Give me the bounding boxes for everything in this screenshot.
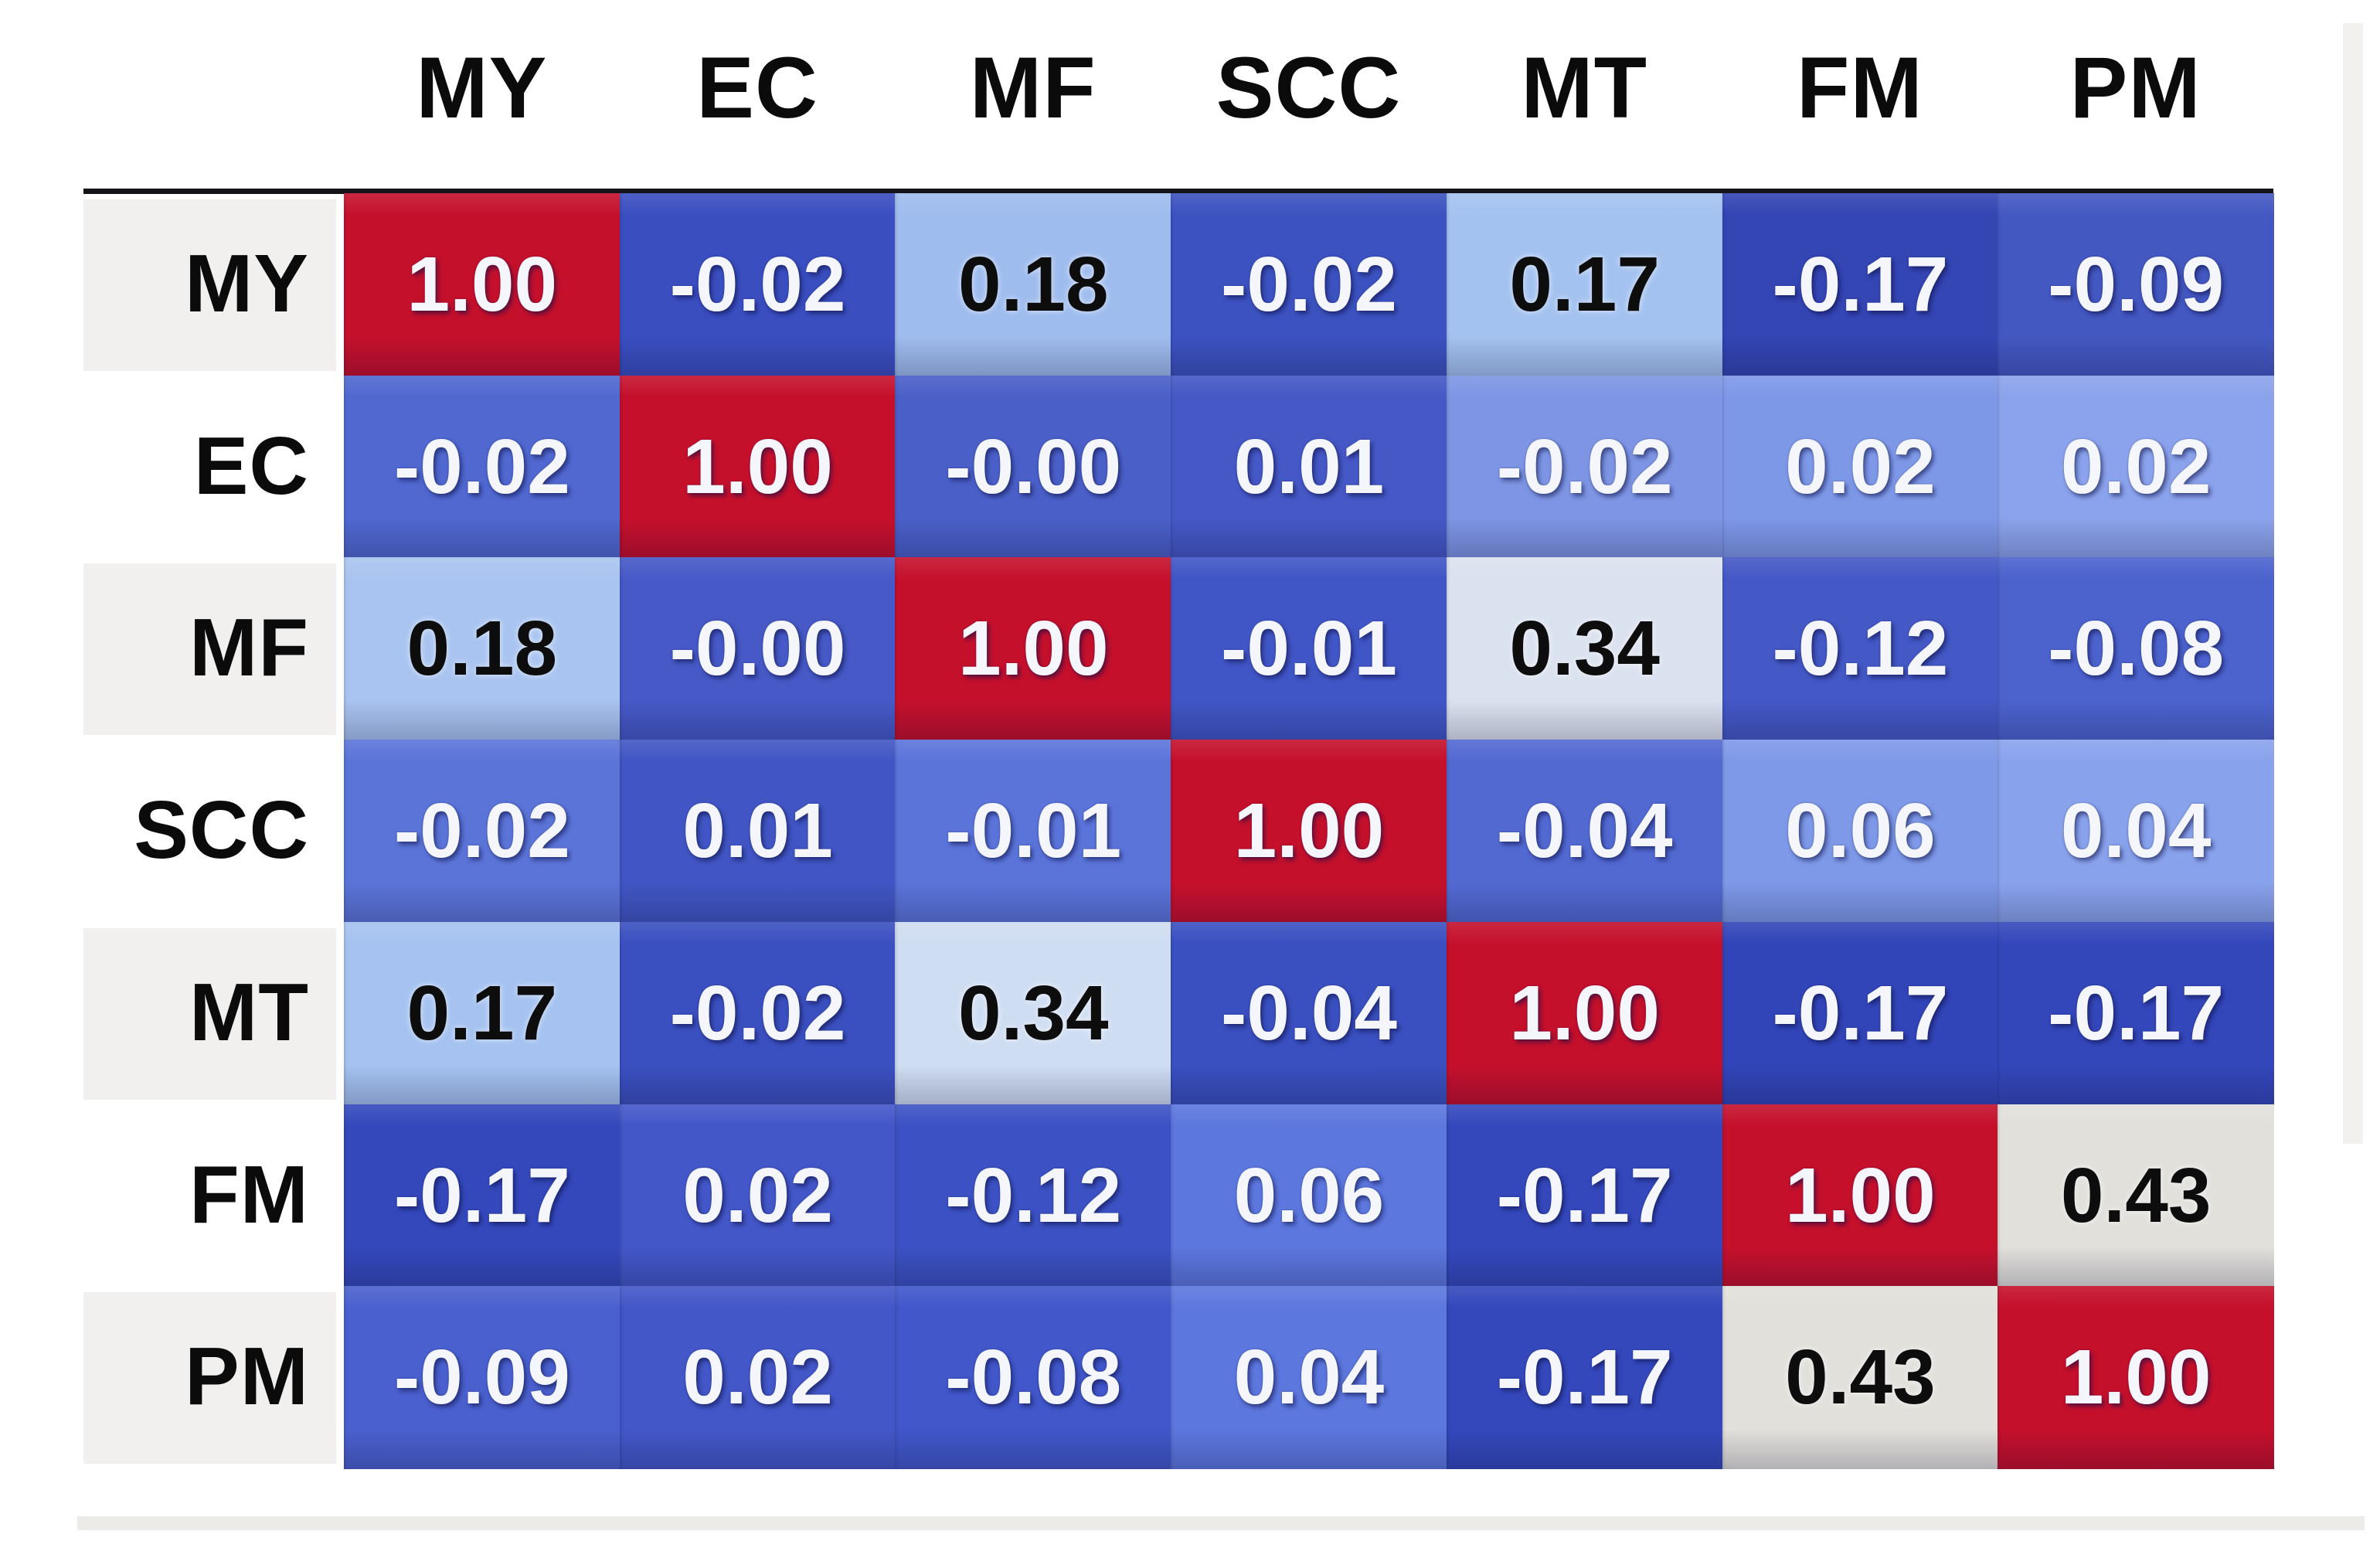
cell-MF-EC: -0.00 xyxy=(619,557,896,741)
row-header-SCC: SCC xyxy=(134,784,309,876)
cell-MT-PM: -0.17 xyxy=(1998,921,2274,1105)
cell-MF-MT: 0.34 xyxy=(1446,557,1723,741)
cell-FM-EC: 0.02 xyxy=(619,1104,896,1288)
cell-SCC-FM: 0.06 xyxy=(1722,740,1999,923)
cell-PM-FM: 0.43 xyxy=(1722,1286,1999,1469)
cell-MF-MY: 0.18 xyxy=(344,557,620,741)
cell-MY-FM: -0.17 xyxy=(1722,193,1999,376)
cell-MY-EC: -0.02 xyxy=(619,193,896,376)
cell-MT-MF: 0.34 xyxy=(895,921,1172,1105)
column-header-EC: EC xyxy=(696,39,818,136)
row-stripe-EC xyxy=(83,381,336,553)
cell-EC-PM: 0.02 xyxy=(1998,375,2274,559)
column-header-FM: FM xyxy=(1797,39,1923,136)
column-header-PM: PM xyxy=(2069,39,2202,136)
cell-SCC-MF: -0.01 xyxy=(895,740,1172,923)
cell-FM-MY: -0.17 xyxy=(344,1104,620,1288)
cell-MF-MF: 1.00 xyxy=(895,557,1172,741)
cell-FM-MF: -0.12 xyxy=(895,1104,1172,1288)
cell-MF-FM: -0.12 xyxy=(1722,557,1999,741)
row-header-PM: PM xyxy=(185,1331,309,1423)
column-header-SCC: SCC xyxy=(1216,39,1402,136)
row-header-MT: MT xyxy=(189,966,309,1058)
matrix-top-border xyxy=(83,189,2273,194)
row-header-FM: FM xyxy=(189,1148,309,1240)
column-header-MF: MF xyxy=(969,39,1096,136)
cell-SCC-MY: -0.02 xyxy=(344,740,620,923)
cell-FM-PM: 0.43 xyxy=(1998,1104,2274,1288)
row-stripe-SCC xyxy=(83,746,336,917)
cell-MT-MT: 1.00 xyxy=(1446,921,1723,1105)
column-header-MT: MT xyxy=(1521,39,1648,136)
row-header-MF: MF xyxy=(189,602,309,694)
cell-PM-SCC: 0.04 xyxy=(1171,1286,1447,1469)
cell-MY-MY: 1.00 xyxy=(344,193,620,376)
row-header-MY: MY xyxy=(185,238,309,329)
row-header-EC: EC xyxy=(193,420,309,512)
cell-EC-MY: -0.02 xyxy=(344,375,620,559)
cell-SCC-SCC: 1.00 xyxy=(1171,740,1447,923)
row-stripe-MF xyxy=(83,563,336,736)
column-header-MY: MY xyxy=(416,39,548,136)
cell-PM-PM: 1.00 xyxy=(1998,1286,2274,1469)
cell-PM-MF: -0.08 xyxy=(895,1286,1172,1469)
cell-MY-MF: 0.18 xyxy=(895,193,1172,376)
cell-EC-SCC: 0.01 xyxy=(1171,375,1447,559)
cell-FM-SCC: 0.06 xyxy=(1171,1104,1447,1288)
cell-SCC-PM: 0.04 xyxy=(1998,740,2274,923)
cell-MF-PM: -0.08 xyxy=(1998,557,2274,741)
cell-EC-FM: 0.02 xyxy=(1722,375,1999,559)
cell-MY-MT: 0.17 xyxy=(1446,193,1723,376)
cell-MT-MY: 0.17 xyxy=(344,921,620,1105)
row-stripe-FM xyxy=(83,1110,336,1282)
row-stripe-PM xyxy=(83,1292,336,1464)
cell-MT-EC: -0.02 xyxy=(619,921,896,1105)
cell-MT-FM: -0.17 xyxy=(1722,921,1999,1105)
cell-EC-EC: 1.00 xyxy=(619,375,896,559)
cell-FM-MT: -0.17 xyxy=(1446,1104,1723,1288)
cell-SCC-MT: -0.04 xyxy=(1446,740,1723,923)
cell-PM-EC: 0.02 xyxy=(619,1286,896,1469)
cell-PM-MT: -0.17 xyxy=(1446,1286,1723,1469)
cell-MT-SCC: -0.04 xyxy=(1171,921,1447,1105)
cell-SCC-EC: 0.01 xyxy=(619,740,896,923)
scan-artifact-bottom xyxy=(77,1516,2365,1530)
cell-EC-MF: -0.00 xyxy=(895,375,1172,559)
row-stripe-MT xyxy=(83,927,336,1100)
cell-MF-SCC: -0.01 xyxy=(1171,557,1447,741)
row-stripe-MY xyxy=(83,199,336,371)
scan-artifact-right xyxy=(2343,23,2363,1144)
cell-FM-FM: 1.00 xyxy=(1722,1104,1999,1288)
cell-MY-PM: -0.09 xyxy=(1998,193,2274,376)
cell-EC-MT: -0.02 xyxy=(1446,375,1723,559)
cell-MY-SCC: -0.02 xyxy=(1171,193,1447,376)
cell-PM-MY: -0.09 xyxy=(344,1286,620,1469)
